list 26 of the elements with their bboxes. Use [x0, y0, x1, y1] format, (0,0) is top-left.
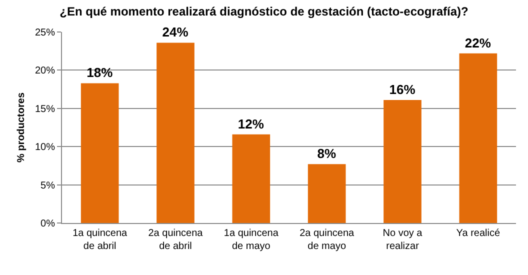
- data-label: 16%: [389, 82, 416, 97]
- x-tick-label: 1a quincena de mayo: [224, 228, 279, 252]
- x-tick-label: Ya realicé: [456, 228, 500, 239]
- data-label: 8%: [317, 146, 336, 162]
- data-label: 18%: [86, 65, 114, 80]
- x-tick-label: 1a quincena de abril: [72, 228, 128, 252]
- data-label: 12%: [238, 116, 264, 132]
- y-tick-label: 15%: [34, 104, 56, 115]
- y-tick-label: 0%: [40, 218, 56, 230]
- y-tick-label: 5%: [40, 180, 56, 192]
- bar: [459, 53, 498, 223]
- y-tick-label: 25%: [34, 28, 56, 38]
- x-tick-label: 2a quincena de mayo: [300, 228, 355, 252]
- x-tick-label: No voy a realizar: [382, 228, 423, 252]
- chart-title: ¿En qué momento realizará diagnóstico de gestación (tacto-ecografía)?: [60, 4, 468, 18]
- bar: [80, 83, 119, 223]
- x-tick-label: 2a quincena de abril: [148, 228, 204, 252]
- bar: [232, 134, 270, 223]
- bar: [308, 164, 346, 223]
- data-label: 22%: [464, 35, 492, 50]
- bar: [156, 42, 194, 223]
- y-tick-label: 20%: [34, 66, 56, 77]
- y-axis-title: % productores: [16, 92, 27, 163]
- y-tick-label: 10%: [34, 142, 56, 154]
- data-label: 24%: [162, 24, 189, 40]
- bar: [384, 100, 422, 223]
